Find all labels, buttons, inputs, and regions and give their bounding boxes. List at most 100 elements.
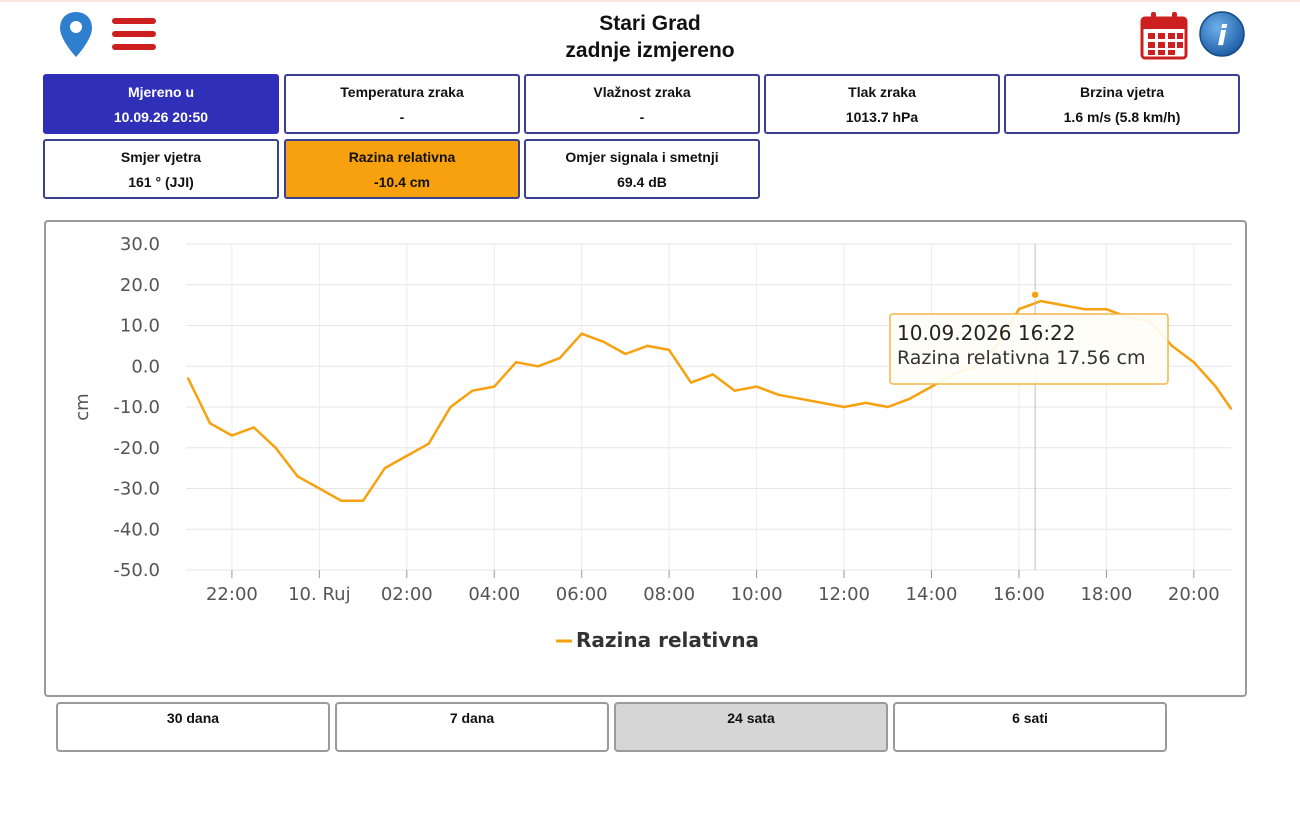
data-point [886, 405, 889, 409]
x-tick-label: 10. Ruj [288, 584, 350, 605]
data-point [799, 397, 802, 401]
tooltip-box [889, 313, 1169, 385]
map-pin-icon[interactable] [58, 10, 94, 60]
data-point [777, 393, 780, 396]
data-point [624, 352, 627, 356]
y-tick-label: -50.0 [113, 560, 160, 581]
range-6-hours-button[interactable]: 6 sati [893, 702, 1167, 752]
range-30-days-button[interactable]: 30 dana [56, 702, 330, 752]
data-point [930, 385, 933, 388]
svg-text:i: i [1217, 19, 1227, 52]
data-point [208, 422, 212, 425]
data-point [318, 487, 321, 490]
y-tick-label: -40.0 [113, 519, 160, 540]
data-point [667, 348, 671, 352]
x-tick-label: 22:00 [206, 584, 258, 605]
data-point [755, 385, 758, 388]
y-tick-label: -10.0 [113, 397, 160, 418]
data-point [252, 426, 255, 429]
data-point [733, 389, 736, 392]
data-point [1061, 303, 1064, 307]
y-tick-label: 10.0 [120, 316, 160, 337]
tile-wind-speed[interactable]: Brzina vjetra 1.6 m/s (5.8 km/h) [1004, 74, 1240, 134]
data-point [1214, 385, 1217, 388]
info-icon[interactable]: i [1198, 10, 1246, 58]
station-name: Stari Grad [599, 12, 701, 35]
data-point [514, 360, 518, 364]
tile-value: - [639, 109, 645, 125]
tile-label: Temperatura zraka [340, 84, 464, 100]
relative-level-chart[interactable]: 30.0 20.0 10.0 0.0 -10.0 -20.0 -30.0 -40.0 -50.0… [46, 222, 1245, 695]
y-tick-label: -30.0 [113, 479, 160, 500]
data-point [602, 340, 605, 343]
y-tick-label: 0.0 [131, 356, 160, 377]
x-tick-label: 12:00 [818, 584, 870, 605]
data-point [689, 381, 693, 384]
tooltip-title: 10.09.2026 16:22 [897, 321, 1076, 345]
tile-value: 1013.7 hPa [845, 109, 919, 125]
y-axis-label: cm [72, 393, 93, 420]
data-point [558, 356, 562, 360]
x-tick-label: 16:00 [993, 584, 1045, 605]
tile-air-temperature[interactable]: Temperatura zraka - [284, 74, 520, 134]
data-point [427, 442, 430, 445]
data-point [820, 401, 824, 405]
range-7-days-button[interactable]: 7 dana [335, 702, 609, 752]
range-24-hours-button[interactable]: 24 sata [614, 702, 888, 752]
data-point [580, 332, 583, 335]
data-point [646, 344, 649, 348]
x-tick-label: 14:00 [906, 584, 958, 605]
tile-label: Razina relativna [348, 149, 456, 165]
tile-value: 69.4 dB [617, 174, 667, 190]
tile-wind-direction[interactable]: Smjer vjetra 161 ° (JJI) [43, 139, 279, 199]
data-point [536, 365, 540, 368]
data-point [405, 454, 409, 458]
tile-label: Vlažnost zraka [593, 84, 691, 100]
data-point [1105, 308, 1108, 311]
data-point [186, 377, 190, 380]
tile-air-humidity[interactable]: Vlažnost zraka - [524, 74, 760, 134]
data-point [449, 405, 452, 409]
hamburger-menu-icon[interactable] [112, 18, 156, 52]
tile-relative-level[interactable]: Razina relativna -10.4 cm [284, 139, 520, 199]
legend-label: Razina relativna [576, 628, 759, 652]
tile-measured-at: Mjereno u 10.09.26 20:50 [43, 74, 279, 134]
tile-value: - [399, 109, 405, 125]
chart-panel: 30.0 20.0 10.0 0.0 -10.0 -20.0 -30.0 -40.0 -50.0… [44, 220, 1247, 697]
data-point [1017, 308, 1021, 311]
calendar-icon[interactable] [1140, 10, 1188, 60]
tile-label: Brzina vjetra [1079, 84, 1165, 100]
x-tick-label: 18:00 [1080, 584, 1132, 605]
tile-air-pressure[interactable]: Tlak zraka 1013.7 hPa [764, 74, 1000, 134]
data-point [711, 373, 715, 376]
data-point [361, 499, 365, 502]
x-tick-label: 02:00 [381, 584, 433, 605]
data-point [493, 385, 496, 388]
data-point [1170, 344, 1174, 348]
data-point [1083, 308, 1086, 311]
tile-value: 161 ° (JJI) [128, 174, 194, 190]
tile-value: -10.4 cm [373, 174, 431, 190]
data-point [471, 389, 474, 392]
data-point [864, 401, 868, 405]
y-tick-label: 20.0 [120, 275, 160, 296]
tile-value: 10.09.26 20:50 [113, 109, 209, 125]
tile-signal-noise-ratio[interactable]: Omjer signala i smetnji 69.4 dB [524, 139, 760, 199]
data-point [230, 434, 234, 437]
x-tick-label: 10:00 [731, 584, 783, 605]
data-point [842, 405, 846, 409]
tooltip-text: Razina relativna 17.56 cm [897, 347, 1146, 369]
data-point [1229, 407, 1233, 410]
tile-label: Mjereno u [127, 84, 195, 100]
tile-value: 1.6 m/s (5.8 km/h) [1063, 109, 1181, 125]
data-point [340, 499, 343, 502]
y-tick-label: -20.0 [113, 438, 160, 459]
tile-label: Omjer signala i smetnji [565, 149, 719, 165]
x-tick-label: 08:00 [643, 584, 695, 605]
y-tick-label: 30.0 [120, 234, 160, 255]
data-point [1192, 360, 1196, 364]
tile-label: Tlak zraka [848, 84, 916, 100]
page-title: Stari Grad zadnje izmjereno [450, 10, 850, 64]
data-point [296, 475, 299, 478]
x-tick-label: 04:00 [468, 584, 520, 605]
